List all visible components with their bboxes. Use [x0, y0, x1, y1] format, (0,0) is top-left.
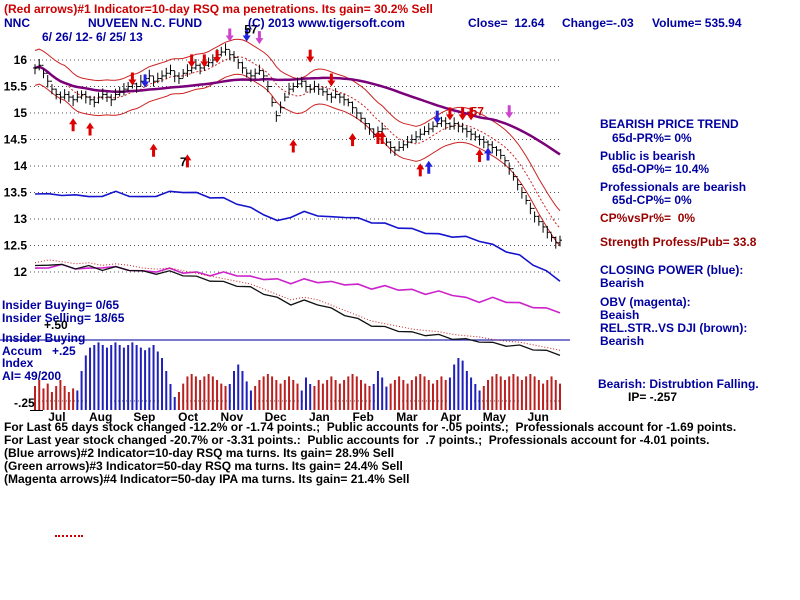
chart-annotations: 57 7 -57	[180, 23, 484, 170]
insider-selling-count: Insider Selling= 18/65	[2, 311, 125, 325]
accum-scale-minus: -.25	[14, 396, 35, 410]
footer-line-1: For Last 65 days stock changed -12.2% or…	[4, 420, 737, 434]
accum-scale-plus: +.50	[44, 318, 68, 332]
fund-name: NUVEEN N.C. FUND	[88, 16, 203, 30]
svg-text:15: 15	[14, 106, 28, 120]
svg-text:Aug: Aug	[89, 410, 112, 424]
accum-index-label-2: Accum +.25	[2, 344, 76, 358]
lower-band	[34, 73, 561, 247]
relstr-state: Bearish	[600, 334, 645, 348]
svg-text:Apr: Apr	[440, 410, 461, 424]
public-sentiment: Public is bearish	[600, 149, 696, 163]
svg-text:14.5: 14.5	[4, 133, 28, 147]
ticker-symbol: NNC	[4, 16, 30, 30]
footer-line-3: (Blue arrows)#2 Indicator=10-day RSQ ma …	[4, 446, 395, 460]
copyright-text: (C) 2013 www.tigersoft.com	[248, 16, 405, 30]
footer-line-5: (Magenta arrows)#4 Indicator=50-day IPA …	[4, 472, 410, 486]
accum-index-label-1: Insider Buying	[2, 331, 86, 345]
svg-text:13.5: 13.5	[4, 186, 28, 200]
svg-text:Jun: Jun	[527, 410, 548, 424]
insider-buying-count: Insider Buying= 0/65	[2, 298, 120, 312]
svg-text:Oct: Oct	[178, 410, 198, 424]
svg-text:Jan: Jan	[309, 410, 330, 424]
distribution-note: Bearish: Distrubtion Falling.	[598, 377, 759, 391]
obv-label: OBV (magenta):	[600, 295, 691, 309]
footer-line-2: For Last year stock changed -20.7% or -3…	[4, 433, 710, 447]
strength-ratio: Strength Profess/Pub= 33.8	[600, 235, 757, 249]
svg-text:14: 14	[14, 159, 28, 173]
svg-text:16: 16	[14, 53, 28, 67]
closing-power-label: CLOSING POWER (blue):	[600, 263, 744, 277]
accum-histogram	[34, 342, 561, 410]
legend-dotted-line	[55, 535, 83, 537]
svg-text:7: 7	[180, 155, 187, 169]
accum-index-label-3: Index	[2, 356, 34, 370]
cp-vs-pr: CP%vsPr%= 0%	[600, 211, 696, 225]
svg-text:13: 13	[14, 212, 28, 226]
svg-text:57: 57	[244, 23, 258, 37]
close-value: Close= 12.64	[468, 16, 545, 30]
professional-sentiment: Professionals are bearish	[600, 180, 747, 194]
svg-text:May: May	[483, 410, 507, 424]
signal-arrows	[69, 28, 514, 177]
obv-state: Beaish	[600, 308, 640, 322]
svg-text:Nov: Nov	[221, 410, 244, 424]
svg-text:-57: -57	[467, 105, 485, 119]
trend-title: BEARISH PRICE TREND	[600, 117, 739, 131]
cp-percent: 65d-CP%= 0%	[612, 193, 692, 207]
pr-percent: 65d-PR%= 0%	[612, 131, 692, 145]
svg-text:Feb: Feb	[352, 410, 373, 424]
change-value: Change=-.03	[562, 16, 634, 30]
svg-text:Sep: Sep	[133, 410, 155, 424]
month-axis-labels: Jul Aug Sep Oct Nov Dec Jan Feb Mar Apr May Jun	[48, 410, 549, 424]
mid-band-dotted	[34, 56, 561, 229]
closing-power-state: Bearish	[600, 276, 645, 290]
closing-power-line	[34, 190, 561, 282]
svg-text:Mar: Mar	[396, 410, 418, 424]
svg-text:Jul: Jul	[48, 410, 65, 424]
svg-text:12.5: 12.5	[4, 239, 28, 253]
header-indicator-line: (Red arrows)#1 Indicator=10-day RSQ ma p…	[4, 2, 433, 16]
rel-strength-line	[34, 263, 561, 357]
op-percent: 65d-OP%= 10.4%	[612, 162, 710, 176]
svg-text:15.5: 15.5	[4, 80, 28, 94]
relstr-label: REL.STR..VS DJI (brown):	[600, 321, 748, 335]
svg-text:Dec: Dec	[265, 410, 287, 424]
svg-text:12: 12	[14, 265, 28, 279]
footer-line-4: (Green arrows)#3 Indicator=50-day RSQ ma…	[4, 459, 403, 473]
date-range: 6/ 26/ 12- 6/ 25/ 13	[42, 30, 143, 44]
price-axis-labels: 16 15.5 15 14.5 14 13.5 13 12.5 12	[4, 53, 28, 279]
upper-band	[34, 38, 561, 212]
volume-value: Volume= 535.94	[652, 16, 742, 30]
accum-index-label-4: AI= 49/200	[2, 369, 62, 383]
candlesticks	[33, 43, 562, 249]
ip-value: IP= -.257	[628, 390, 678, 404]
